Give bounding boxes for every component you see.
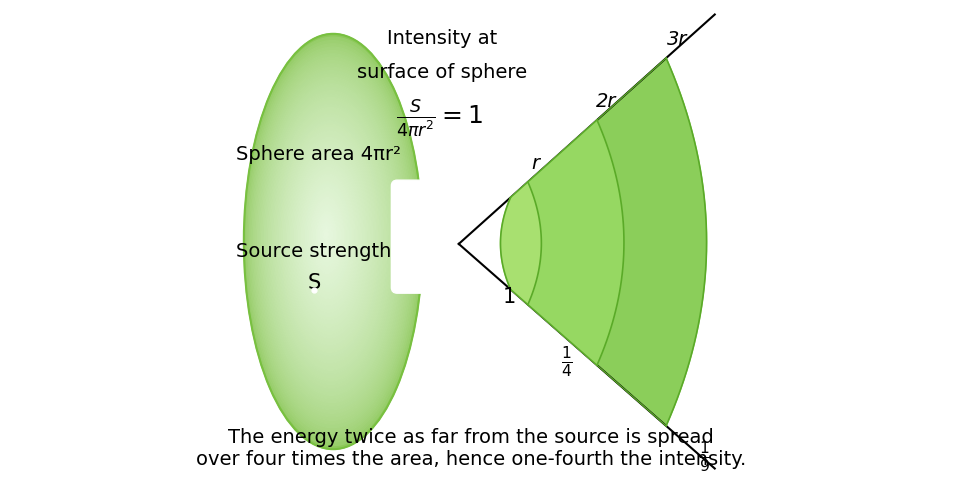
Ellipse shape — [263, 81, 400, 399]
Ellipse shape — [307, 187, 349, 284]
Ellipse shape — [311, 198, 344, 274]
Ellipse shape — [252, 54, 413, 428]
Ellipse shape — [312, 201, 342, 270]
Ellipse shape — [264, 84, 399, 396]
Ellipse shape — [260, 74, 404, 406]
Ellipse shape — [249, 47, 416, 435]
Ellipse shape — [306, 184, 350, 288]
Ellipse shape — [273, 104, 389, 374]
Text: 2r: 2r — [596, 92, 616, 111]
Text: surface of sphere: surface of sphere — [357, 63, 527, 82]
Ellipse shape — [309, 194, 345, 277]
Text: Intensity at: Intensity at — [386, 29, 497, 48]
Ellipse shape — [261, 77, 402, 403]
Ellipse shape — [281, 124, 379, 353]
Ellipse shape — [248, 44, 418, 439]
Ellipse shape — [287, 141, 371, 335]
Ellipse shape — [247, 41, 419, 442]
Ellipse shape — [280, 121, 381, 356]
Ellipse shape — [257, 64, 408, 417]
Ellipse shape — [318, 214, 335, 256]
Ellipse shape — [254, 57, 411, 424]
Ellipse shape — [244, 34, 423, 449]
Ellipse shape — [315, 208, 339, 263]
Ellipse shape — [300, 171, 357, 302]
Polygon shape — [514, 120, 624, 365]
Ellipse shape — [275, 111, 385, 367]
Ellipse shape — [267, 91, 395, 388]
Text: over four times the area, hence one-fourth the intensity.: over four times the area, hence one-four… — [196, 450, 746, 469]
Ellipse shape — [313, 204, 340, 267]
Ellipse shape — [296, 161, 361, 313]
Ellipse shape — [319, 217, 334, 252]
Ellipse shape — [302, 174, 355, 298]
Text: 3r: 3r — [667, 30, 687, 49]
Ellipse shape — [258, 67, 407, 413]
Ellipse shape — [323, 227, 330, 242]
Ellipse shape — [278, 117, 382, 360]
Ellipse shape — [284, 134, 374, 342]
Polygon shape — [501, 182, 541, 305]
Text: Source strength: Source strength — [236, 242, 391, 261]
Text: $\frac{1}{9}$: $\frac{1}{9}$ — [700, 439, 711, 474]
Ellipse shape — [304, 181, 352, 292]
Ellipse shape — [290, 147, 368, 327]
Ellipse shape — [294, 157, 363, 317]
Text: S: S — [308, 272, 320, 293]
Ellipse shape — [251, 51, 414, 431]
Ellipse shape — [283, 131, 376, 345]
Ellipse shape — [271, 100, 390, 378]
Polygon shape — [570, 58, 706, 426]
Ellipse shape — [255, 60, 409, 421]
Text: r: r — [531, 154, 539, 173]
Ellipse shape — [289, 144, 369, 331]
Ellipse shape — [293, 154, 364, 320]
Ellipse shape — [299, 168, 358, 306]
Ellipse shape — [268, 94, 394, 385]
Ellipse shape — [274, 107, 387, 370]
Ellipse shape — [266, 87, 397, 392]
Ellipse shape — [245, 37, 421, 446]
Ellipse shape — [286, 137, 373, 338]
FancyBboxPatch shape — [391, 180, 430, 293]
Text: The energy twice as far from the source is spread: The energy twice as far from the source … — [228, 427, 714, 447]
Text: Sphere area 4πr²: Sphere area 4πr² — [236, 145, 401, 164]
Ellipse shape — [308, 191, 347, 281]
Ellipse shape — [277, 114, 383, 363]
Ellipse shape — [292, 151, 366, 324]
Ellipse shape — [297, 164, 359, 310]
Ellipse shape — [283, 128, 378, 349]
Ellipse shape — [259, 71, 405, 410]
Ellipse shape — [325, 231, 328, 238]
Ellipse shape — [270, 97, 392, 381]
Text: 1: 1 — [503, 286, 515, 307]
Ellipse shape — [303, 177, 354, 295]
Text: $\frac{1}{4}$: $\frac{1}{4}$ — [561, 344, 573, 379]
Ellipse shape — [320, 221, 333, 249]
Ellipse shape — [322, 224, 331, 245]
Ellipse shape — [316, 211, 337, 259]
Text: $\frac{S}{4\pi r^2} = 1$: $\frac{S}{4\pi r^2} = 1$ — [396, 98, 483, 139]
